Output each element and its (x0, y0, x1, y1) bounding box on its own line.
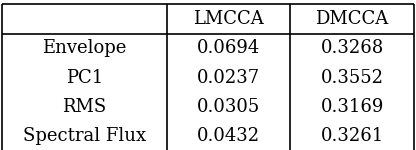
Text: 0.0694: 0.0694 (197, 39, 260, 57)
Text: 0.0432: 0.0432 (197, 127, 260, 145)
Text: RMS: RMS (62, 98, 106, 116)
Text: Envelope: Envelope (42, 39, 126, 57)
Text: 0.3552: 0.3552 (321, 69, 384, 87)
Text: 0.3169: 0.3169 (320, 98, 384, 116)
Text: DMCCA: DMCCA (315, 10, 389, 28)
Text: 0.0305: 0.0305 (197, 98, 260, 116)
Text: PC1: PC1 (66, 69, 103, 87)
Text: 0.3268: 0.3268 (320, 39, 384, 57)
Text: 0.0237: 0.0237 (197, 69, 260, 87)
Text: LMCCA: LMCCA (193, 10, 264, 28)
Text: Spectral Flux: Spectral Flux (23, 127, 146, 145)
Text: 0.3261: 0.3261 (320, 127, 384, 145)
